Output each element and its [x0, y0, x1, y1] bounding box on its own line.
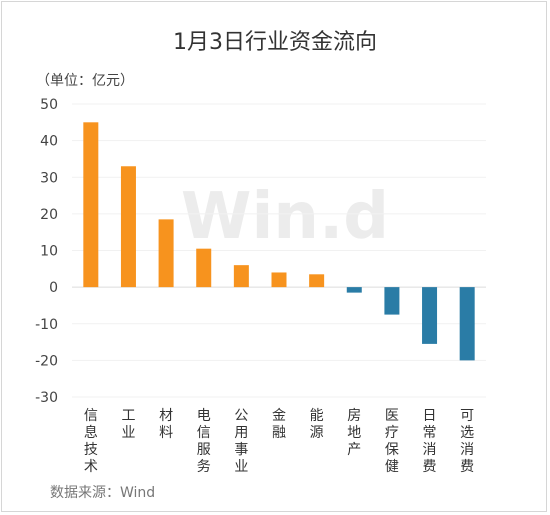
y-tick-label: -30	[35, 390, 58, 406]
y-tick-label: -20	[35, 353, 58, 369]
bar	[422, 287, 438, 344]
x-tick-label: 房地产	[347, 408, 361, 458]
y-tick-label: 50	[40, 97, 58, 113]
x-tick-label: 材料	[159, 408, 173, 441]
x-tick-label: 工业	[121, 408, 135, 441]
bars	[83, 122, 475, 361]
x-tick-label: 金融	[272, 408, 286, 441]
y-tick-label: 10	[40, 244, 58, 260]
bar	[271, 272, 287, 288]
x-tick-label: 日常消费	[423, 408, 437, 475]
x-tick-label: 信息技术	[84, 408, 98, 475]
source-note: 数据来源：Wind	[50, 485, 156, 501]
chart-title: 1月3日行业资金流向	[173, 30, 377, 55]
bar	[83, 122, 99, 288]
y-tick-label: 40	[40, 134, 58, 150]
x-tick-label: 能源	[310, 408, 324, 441]
watermark: Win.d	[181, 180, 389, 254]
x-tick-label: 医疗保健	[385, 408, 399, 475]
y-tick-label: 30	[40, 170, 58, 186]
x-tick-label: 公用事业	[234, 408, 248, 475]
bar	[459, 287, 475, 361]
bar	[346, 287, 362, 293]
bar	[158, 219, 174, 288]
y-tick-label: -10	[35, 317, 58, 333]
bar	[196, 248, 212, 288]
y-tick-label: 0	[49, 280, 58, 296]
bar	[384, 287, 400, 315]
bar	[309, 274, 325, 288]
x-tick-label: 可选消费	[460, 408, 474, 475]
bar	[120, 166, 136, 288]
unit-label: （单位：亿元）	[36, 73, 134, 89]
y-tick-label: 20	[40, 207, 58, 223]
x-tick-label: 电信服务	[197, 408, 211, 475]
y-axis-ticks: 50 40 30 20 10 0 -10 -20 -30	[35, 97, 58, 406]
bar	[233, 265, 249, 288]
